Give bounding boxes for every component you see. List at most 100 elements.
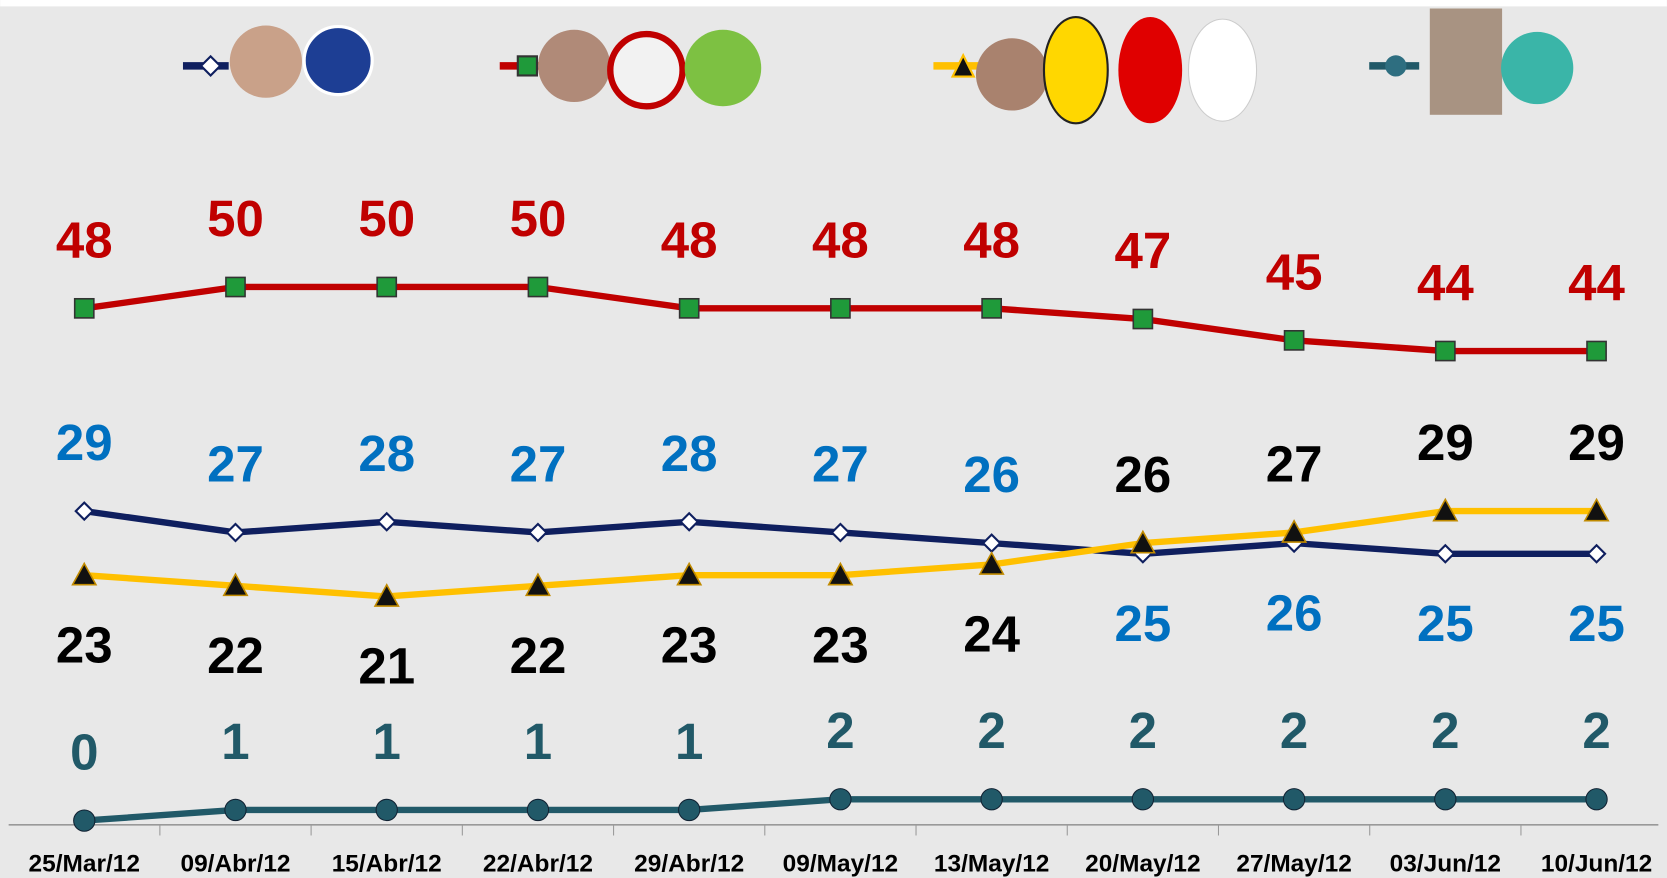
- marker: [1434, 340, 1456, 362]
- marker: [526, 798, 550, 822]
- marker: [1583, 497, 1610, 522]
- marker: [1283, 329, 1305, 351]
- data-label: 22: [510, 627, 567, 684]
- marker: [676, 561, 703, 586]
- data-label: 1: [221, 713, 249, 770]
- data-label: 44: [1417, 254, 1474, 311]
- data-label: 26: [1114, 446, 1171, 503]
- marker: [73, 297, 95, 319]
- data-label: 25: [1114, 595, 1171, 652]
- marker: [1281, 519, 1308, 543]
- data-label: 22: [207, 627, 264, 684]
- data-label: 50: [358, 190, 415, 247]
- data-label: 23: [661, 616, 718, 673]
- data-label: 29: [1417, 414, 1474, 471]
- data-label: 50: [207, 190, 264, 247]
- marker: [222, 572, 249, 597]
- data-label: 1: [373, 713, 401, 770]
- legend-logo: [1501, 31, 1574, 105]
- x-tick-label: 09/May/12: [783, 851, 898, 878]
- data-label: 24: [963, 606, 1020, 663]
- top-band: [0, 0, 1667, 7]
- data-label: 44: [1568, 254, 1625, 311]
- x-tick-label: 03/Jun/12: [1390, 851, 1501, 878]
- series-line: [83, 283, 1597, 355]
- marker: [830, 522, 851, 543]
- legend-logo: [684, 29, 762, 107]
- data-label: 29: [56, 414, 113, 471]
- data-label: 45: [1266, 243, 1323, 300]
- marker: [71, 561, 98, 586]
- data-label: 2: [1129, 702, 1157, 759]
- data-label: 26: [963, 446, 1020, 503]
- x-tick-label: 15/Abr/12: [332, 851, 442, 878]
- legend-marker: [950, 52, 976, 78]
- marker: [225, 276, 246, 298]
- marker: [1131, 788, 1155, 811]
- data-label: 50: [510, 190, 567, 247]
- data-label: 1: [524, 713, 552, 770]
- marker: [1132, 308, 1154, 330]
- marker: [376, 276, 398, 298]
- marker: [980, 788, 1003, 811]
- legend-marker: [516, 55, 538, 77]
- data-label: 28: [661, 425, 718, 482]
- legend-logo: [1042, 15, 1109, 125]
- marker: [527, 522, 548, 543]
- legend-photo: [229, 25, 303, 98]
- data-label: 48: [812, 211, 869, 268]
- data-label: 28: [358, 425, 415, 482]
- marker: [225, 522, 246, 543]
- x-tick-label: 20/May/12: [1085, 851, 1200, 878]
- marker: [224, 798, 247, 822]
- x-tick-label: 13/May/12: [934, 851, 1049, 878]
- data-label: 23: [56, 616, 113, 673]
- x-tick-label: 25/Mar/12: [29, 851, 140, 878]
- data-label: 27: [207, 435, 264, 492]
- data-label: 27: [510, 435, 567, 492]
- data-label: 47: [1114, 222, 1171, 279]
- data-label: 0: [70, 724, 98, 781]
- marker: [73, 809, 96, 832]
- marker: [678, 798, 701, 822]
- x-tick-label: 27/May/12: [1236, 851, 1351, 878]
- data-label: 26: [1266, 584, 1323, 641]
- data-label: 23: [812, 616, 869, 673]
- legend-photo: [1429, 8, 1503, 115]
- marker: [1435, 543, 1456, 564]
- marker: [1586, 340, 1607, 362]
- marker: [827, 561, 854, 586]
- data-label: 27: [1266, 435, 1323, 492]
- marker: [1585, 788, 1608, 811]
- legend-logo: [1187, 18, 1258, 122]
- data-label: 21: [358, 638, 415, 695]
- data-label: 1: [675, 713, 703, 770]
- marker: [830, 297, 851, 319]
- marker: [679, 511, 700, 532]
- data-label: 27: [812, 435, 869, 492]
- marker: [1586, 543, 1607, 564]
- marker: [376, 511, 397, 532]
- x-tick-label: 22/Abr/12: [483, 851, 593, 878]
- marker: [74, 501, 95, 522]
- legend-logo: [1118, 17, 1183, 124]
- data-label: 48: [56, 211, 113, 268]
- marker: [1432, 497, 1459, 522]
- x-tick-label: 09/Abr/12: [180, 851, 290, 878]
- data-label: 48: [661, 211, 718, 268]
- marker: [375, 798, 398, 822]
- data-label: 25: [1417, 595, 1474, 652]
- data-label: 25: [1568, 595, 1625, 652]
- legend-logo: [607, 30, 686, 110]
- data-label: 2: [1431, 702, 1459, 759]
- marker: [981, 297, 1003, 319]
- marker: [373, 583, 400, 607]
- legend-photo: [537, 29, 611, 103]
- marker: [1282, 788, 1306, 811]
- marker: [978, 551, 1005, 575]
- data-label: 2: [826, 702, 854, 759]
- data-label: 48: [963, 211, 1020, 268]
- legend: [182, 8, 1574, 125]
